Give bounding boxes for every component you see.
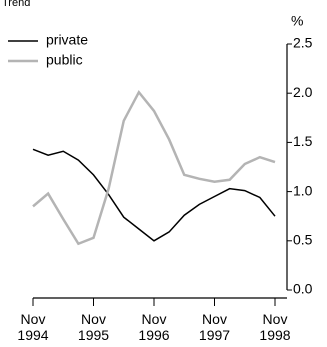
chart-title: Trend <box>2 0 30 9</box>
y-tick-label: 1.5 <box>293 133 313 149</box>
y-tick-label: 0.5 <box>293 232 313 248</box>
legend-label: private <box>46 32 88 48</box>
y-axis-label: % <box>291 13 303 29</box>
y-tick-label: 1.0 <box>293 182 313 198</box>
y-tick-label: 2.5 <box>293 35 313 51</box>
x-tick-label: Nov 1994 <box>17 311 49 343</box>
x-tick-label: Nov 1997 <box>198 311 231 343</box>
series-line <box>32 89 276 246</box>
x-tick-label: Nov 1995 <box>77 311 110 343</box>
y-tick-label: 2.0 <box>293 84 313 100</box>
y-tick-label: 0.0 <box>293 281 313 297</box>
x-tick-label: Nov 1998 <box>259 311 291 343</box>
legend-label: public <box>46 52 83 68</box>
x-tick-label: Nov 1996 <box>138 311 170 343</box>
series-line <box>32 148 276 242</box>
